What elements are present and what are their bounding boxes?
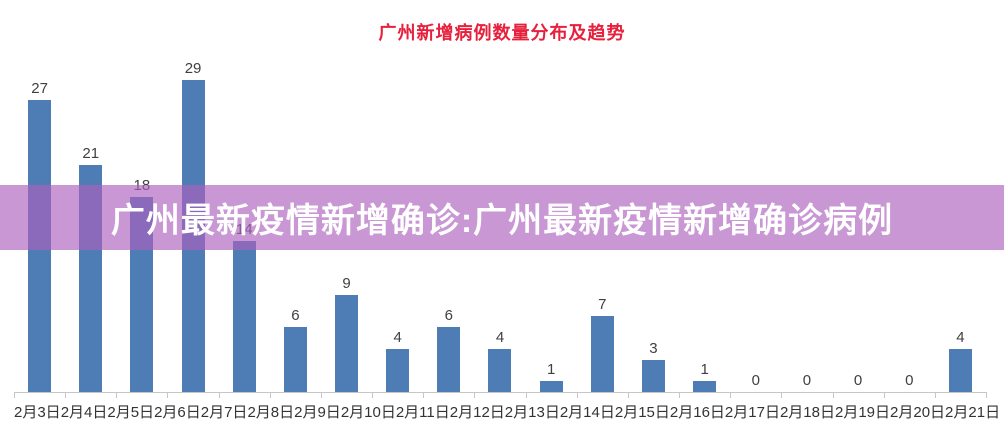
x-axis-tick [679, 392, 681, 398]
bar [693, 381, 717, 392]
bar-column: 6 [270, 60, 321, 392]
x-axis-tick [14, 392, 15, 398]
x-axis-tick [372, 392, 374, 398]
bar-column: 6 [423, 60, 474, 392]
x-axis-label: 2月15日 [614, 404, 670, 421]
x-axis-tick [934, 392, 936, 398]
bar-value-label: 27 [31, 79, 48, 97]
x-axis-tick [116, 392, 118, 398]
chart-title: 广州新增病例数量分布及趋势 [378, 23, 626, 43]
bar-value-label: 0 [853, 372, 863, 389]
x-axis-tick [781, 392, 783, 398]
x-axis-labels: 2月3日 2月4日 2月5日 2月6日 2月7日 2月8日 2月9日 2月10日 2月11日 2月… [14, 401, 1000, 422]
x-axis-label: 2月17日 [724, 404, 780, 421]
x-axis-tick [167, 392, 169, 398]
bar-column: 4 [474, 60, 525, 392]
bar [641, 359, 665, 392]
bar-value-label: 9 [342, 274, 351, 292]
bar [437, 327, 461, 392]
x-axis-label: 2月19日 [834, 404, 891, 421]
x-axis-label: 2月4日 [60, 404, 108, 421]
bar-column: 0 [730, 60, 781, 392]
x-axis-tick [65, 392, 67, 398]
bar-value-label: 7 [598, 296, 607, 314]
bar [386, 348, 410, 392]
x-axis-label: 2月21日 [945, 404, 1001, 421]
bar-column: 4 [935, 60, 986, 392]
x-axis-label: 2月20日 [890, 404, 946, 421]
bar-value-label: 4 [393, 328, 402, 346]
bar-column: 7 [577, 60, 628, 392]
x-axis-tick [474, 392, 476, 398]
x-axis-label: 2月5日 [107, 404, 155, 421]
x-axis-tick [832, 392, 834, 398]
x-axis-tick [269, 392, 271, 398]
bar-value-label: 6 [291, 307, 300, 325]
bar [488, 348, 512, 392]
bar [283, 327, 307, 392]
bar [948, 348, 972, 392]
bar-value-label: 6 [444, 307, 453, 325]
bar-column: 1 [526, 60, 577, 392]
x-axis-label: 2月3日 [14, 404, 61, 421]
x-axis-tick [525, 392, 527, 398]
x-axis-label: 2月16日 [669, 404, 725, 421]
bar-column: 0 [781, 60, 832, 392]
x-axis-label: 2月6日 [154, 404, 201, 421]
bar-column: 0 [833, 60, 884, 392]
bar [590, 316, 614, 392]
bar-column: 3 [628, 60, 679, 392]
bar-column: 1 [679, 60, 730, 392]
bar [539, 381, 563, 392]
bar [232, 240, 256, 392]
x-axis-tick [218, 392, 220, 398]
bar-column: 4 [372, 60, 423, 392]
bar-value-label: 0 [905, 372, 914, 389]
bar-column: 0 [884, 60, 935, 392]
bar [335, 294, 359, 392]
x-axis-tick [576, 392, 578, 398]
bar-value-label: 4 [495, 328, 505, 346]
x-axis-tick [320, 392, 322, 398]
x-axis-tick [423, 392, 425, 398]
bar-value-label: 29 [184, 60, 202, 77]
bar-value-label: 1 [700, 361, 709, 379]
x-axis-tick [986, 392, 987, 398]
x-axis-tick [730, 392, 732, 398]
bar-value-label: 3 [649, 339, 658, 357]
bar-value-label: 21 [82, 144, 100, 162]
x-axis-line [14, 392, 986, 393]
headline-text: 广州最新疫情新增确诊:广州最新疫情新增确诊病例 [110, 202, 894, 240]
x-axis-tick [883, 392, 885, 398]
x-axis-label: 2月18日 [779, 404, 835, 421]
x-axis-label: 2月11日 [395, 404, 450, 421]
headline-banner: 广州最新疫情新增确诊:广州最新疫情新增确诊病例 [0, 185, 1004, 250]
x-axis-label: 2月13日 [504, 404, 560, 421]
x-axis-label: 2月12日 [449, 404, 505, 421]
bar-column: 9 [321, 60, 372, 392]
bar-value-label: 1 [546, 361, 556, 379]
x-axis-label: 2月8日 [247, 404, 295, 421]
x-axis-label: 2月9日 [294, 404, 341, 421]
x-axis-label: 2月10日 [340, 404, 396, 421]
x-axis-label: 2月7日 [200, 404, 248, 421]
bar-value-label: 0 [751, 372, 760, 389]
x-axis-tick [627, 392, 629, 398]
bar-value-label: 0 [802, 372, 812, 389]
bar-value-label: 4 [956, 328, 965, 346]
x-axis-label: 2月14日 [559, 404, 615, 421]
